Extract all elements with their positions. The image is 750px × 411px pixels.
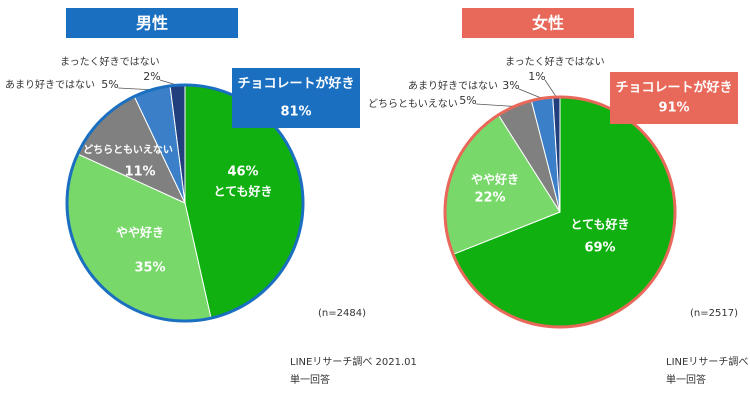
source: LINEリサーチ調べ 2021.01 (290, 355, 417, 368)
response-type: 単一回答 (666, 373, 706, 386)
category-label: あまり好きではない (408, 80, 498, 92)
category-label: まったく好きではない (60, 56, 160, 68)
title-box (462, 8, 634, 38)
category-label: やや好き (471, 172, 519, 187)
category-label: とても好き (213, 184, 272, 199)
leader-line (475, 103, 515, 107)
callout-box (610, 72, 738, 124)
value-label: 46% (227, 165, 258, 180)
callout-label: チョコレートが好き (615, 80, 732, 96)
callout-value: 91% (658, 101, 689, 116)
category-label: どちらともいえない (83, 143, 173, 156)
value-label: 22% (474, 191, 505, 206)
value-label: 35% (134, 261, 165, 276)
callout-box (232, 68, 360, 128)
value-label: 69% (584, 241, 615, 256)
sample-size: (n=2517) (690, 308, 738, 319)
category-label: まったく好きではない (505, 56, 605, 68)
value-label: 5% (459, 94, 476, 107)
pie-border (65, 83, 305, 323)
value-label: 5% (101, 78, 118, 91)
category-label: とても好き (570, 217, 629, 232)
source: LINEリサーチ調べ 2021.01 (666, 355, 750, 368)
category-label: やや好き (116, 225, 164, 240)
callout-label: チョコレートが好き (237, 76, 354, 92)
value-label: 2% (143, 70, 160, 83)
leader-line (544, 79, 557, 98)
callout-value: 81% (280, 105, 311, 120)
category-label: どちらともいえない (368, 98, 458, 110)
sample-size: (n=2484) (318, 308, 366, 319)
title-box (66, 8, 238, 38)
value-label: 11% (124, 165, 155, 180)
category-label: あまり好きではない (5, 79, 95, 91)
chart-title: 男性 (136, 14, 168, 33)
leader-line (518, 88, 543, 99)
value-label: 1% (528, 70, 545, 83)
response-type: 単一回答 (290, 373, 330, 386)
pie-border (443, 95, 677, 329)
chart-title: 女性 (532, 14, 564, 33)
value-label: 3% (502, 79, 519, 92)
leader-line (117, 87, 152, 91)
